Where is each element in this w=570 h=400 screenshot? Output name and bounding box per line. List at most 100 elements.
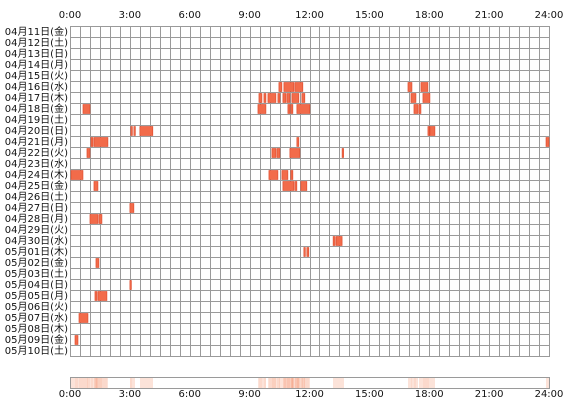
- density-cell: [97, 378, 98, 388]
- activity-segment: [296, 104, 311, 114]
- density-cell: [76, 378, 77, 388]
- x-tick-label-top: 3:00: [119, 10, 141, 21]
- row-label-date: 04月30日(水): [5, 235, 68, 247]
- x-tick-label-top: 24:00: [535, 10, 564, 21]
- activity-segment: [263, 93, 267, 103]
- activity-segment: [335, 236, 343, 246]
- density-cell: [275, 378, 276, 388]
- density-cell: [278, 378, 279, 388]
- row-labels: 04月11日(金)04月12日(土)04月13日(日)04月14日(月)04月1…: [5, 25, 68, 357]
- activity-segment: [278, 82, 283, 92]
- density-cell: [272, 378, 273, 388]
- density-cell: [151, 378, 152, 388]
- density-cell: [87, 378, 88, 388]
- activity-segment: [93, 181, 99, 191]
- x-axis-bottom: 0:00 3:00 6:00 9:00 12:00 15:00 18:00 21:00 24:0…: [59, 389, 564, 400]
- density-cell: [84, 378, 85, 388]
- density-cell: [430, 378, 431, 388]
- row-label-date: 05月07日(水): [5, 312, 68, 324]
- density-cell: [260, 378, 261, 388]
- density-cell: [85, 378, 86, 388]
- density-cell: [93, 378, 94, 388]
- density-cell: [274, 378, 275, 388]
- density-cell: [547, 378, 548, 388]
- density-cell: [424, 378, 425, 388]
- density-cell: [286, 378, 287, 388]
- density-cell: [78, 378, 79, 388]
- density-cell: [334, 378, 335, 388]
- density-cell: [79, 378, 80, 388]
- row-label-date: 05月04日(日): [5, 279, 68, 291]
- density-cell: [426, 378, 427, 388]
- density-cell: [292, 378, 293, 388]
- density-cell: [86, 378, 87, 388]
- density-cell: [409, 378, 410, 388]
- row-label-date: 05月06日(火): [5, 301, 68, 313]
- x-tick-label-bottom: 6:00: [179, 389, 201, 400]
- density-cell: [268, 378, 269, 388]
- density-cell: [81, 378, 82, 388]
- density-cell: [422, 378, 423, 388]
- density-cell: [338, 378, 339, 388]
- row-label-date: 04月17日(木): [5, 92, 68, 104]
- x-tick-label-bottom: 15:00: [355, 389, 384, 400]
- density-cell: [103, 378, 104, 388]
- density-cell: [98, 378, 99, 388]
- row-label-date: 04月12日(土): [5, 36, 68, 49]
- x-tick-label-top: 18:00: [415, 10, 444, 21]
- activity-segment: [89, 214, 99, 224]
- activity-segment: [93, 137, 109, 147]
- activity-segment: [296, 137, 300, 147]
- density-cell: [305, 378, 306, 388]
- density-cell: [425, 378, 426, 388]
- density-cell: [297, 378, 298, 388]
- density-cell: [279, 378, 280, 388]
- density-cell: [141, 378, 142, 388]
- activity-segment: [306, 247, 310, 257]
- density-cell: [289, 378, 290, 388]
- density-cell: [301, 378, 302, 388]
- density-cell: [100, 378, 101, 388]
- density-cell: [412, 378, 413, 388]
- density-cell: [149, 378, 150, 388]
- density-cell: [303, 378, 304, 388]
- row-label-date: 05月02日(金): [5, 256, 68, 269]
- density-cell: [140, 378, 141, 388]
- density-cell: [131, 378, 132, 388]
- row-label-date: 04月15日(火): [5, 70, 68, 82]
- density-cell: [270, 378, 271, 388]
- activity-segment: [258, 93, 263, 103]
- row-label-date: 04月20日(日): [5, 125, 68, 137]
- x-tick-label-bottom: 0:00: [59, 389, 81, 400]
- activity-segment: [286, 93, 291, 103]
- x-tick-label-bottom: 21:00: [475, 389, 504, 400]
- density-cell: [420, 378, 421, 388]
- activity-segment: [97, 291, 108, 301]
- activity-segment: [130, 126, 133, 136]
- density-cell: [433, 378, 434, 388]
- density-cell: [264, 378, 265, 388]
- density-cell: [148, 378, 149, 388]
- density-cell: [261, 378, 262, 388]
- density-cell: [411, 378, 412, 388]
- x-tick-label-bottom: 9:00: [238, 389, 260, 400]
- density-cell: [80, 378, 81, 388]
- density-cell: [283, 378, 284, 388]
- density-cell: [333, 378, 334, 388]
- density-cell: [150, 378, 151, 388]
- row-label-date: 04月23日(水): [5, 158, 68, 170]
- density-cell: [413, 378, 414, 388]
- activity-segment: [303, 247, 306, 257]
- density-cell: [309, 378, 310, 388]
- activity-segment: [294, 181, 298, 191]
- density-cell: [133, 378, 134, 388]
- density-cell: [423, 378, 424, 388]
- density-cell: [298, 378, 299, 388]
- activity-segment: [283, 82, 295, 92]
- density-cell: [147, 378, 148, 388]
- density-cell: [427, 378, 428, 388]
- density-cell: [134, 378, 135, 388]
- density-cell: [343, 378, 344, 388]
- row-label-date: 04月24日(木): [5, 169, 68, 181]
